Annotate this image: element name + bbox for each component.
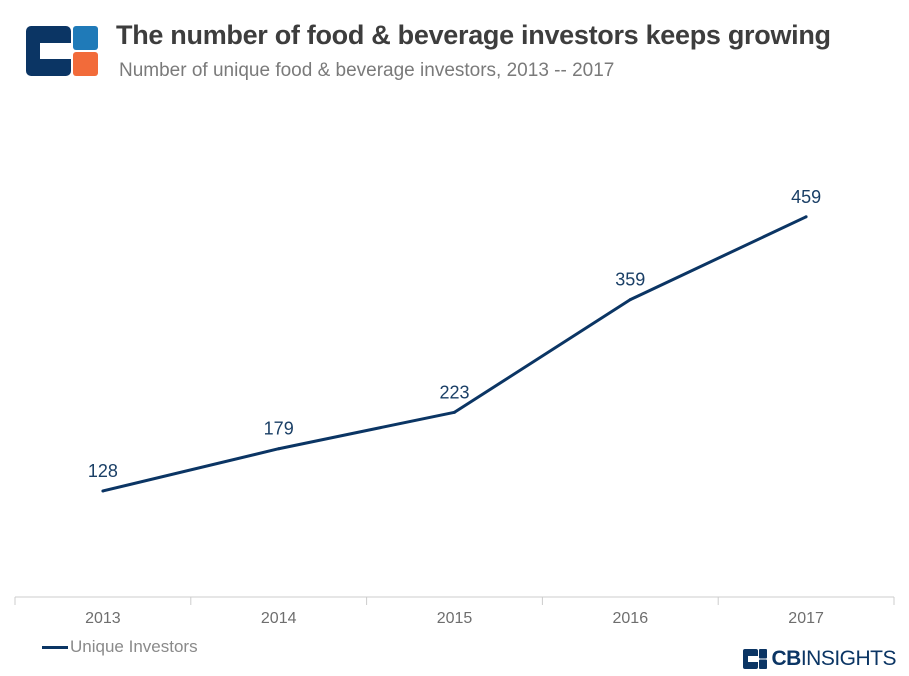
data-label: 223 <box>439 382 469 402</box>
x-tick-label: 2014 <box>261 610 297 627</box>
x-tick-label: 2015 <box>437 610 473 627</box>
series-line <box>102 215 807 493</box>
chart-title: The number of food & beverage investors … <box>116 20 831 50</box>
x-tick-label: 2017 <box>788 610 824 627</box>
data-label: 459 <box>791 187 821 207</box>
cb-insights-mark-icon <box>743 649 768 669</box>
data-label: 359 <box>615 270 645 290</box>
legend: Unique Investors <box>42 637 198 657</box>
data-label: 128 <box>88 461 118 481</box>
legend-label: Unique Investors <box>70 637 198 656</box>
data-label: 179 <box>264 419 294 439</box>
legend-swatch <box>42 645 68 649</box>
brand-insights-text: INSIGHTS <box>800 647 897 670</box>
brand-cb-text: CB <box>771 647 801 670</box>
cb-insights-logo-icon <box>26 26 98 76</box>
data-point <box>628 298 632 302</box>
data-point <box>804 215 808 219</box>
data-point <box>277 447 281 451</box>
data-point <box>101 489 105 493</box>
series-unique-investors <box>101 215 808 493</box>
cb-insights-brand: CB INSIGHTS <box>743 647 897 671</box>
data-point <box>453 410 456 414</box>
chart-subtitle: Number of unique food & beverage investo… <box>119 60 615 81</box>
x-tick-label: 2013 <box>85 610 121 627</box>
x-tick-label: 2016 <box>613 610 649 627</box>
data-labels: 128 179 223 359 459 <box>88 187 821 481</box>
x-axis: 2013 2014 2015 2016 2017 <box>14 596 895 627</box>
